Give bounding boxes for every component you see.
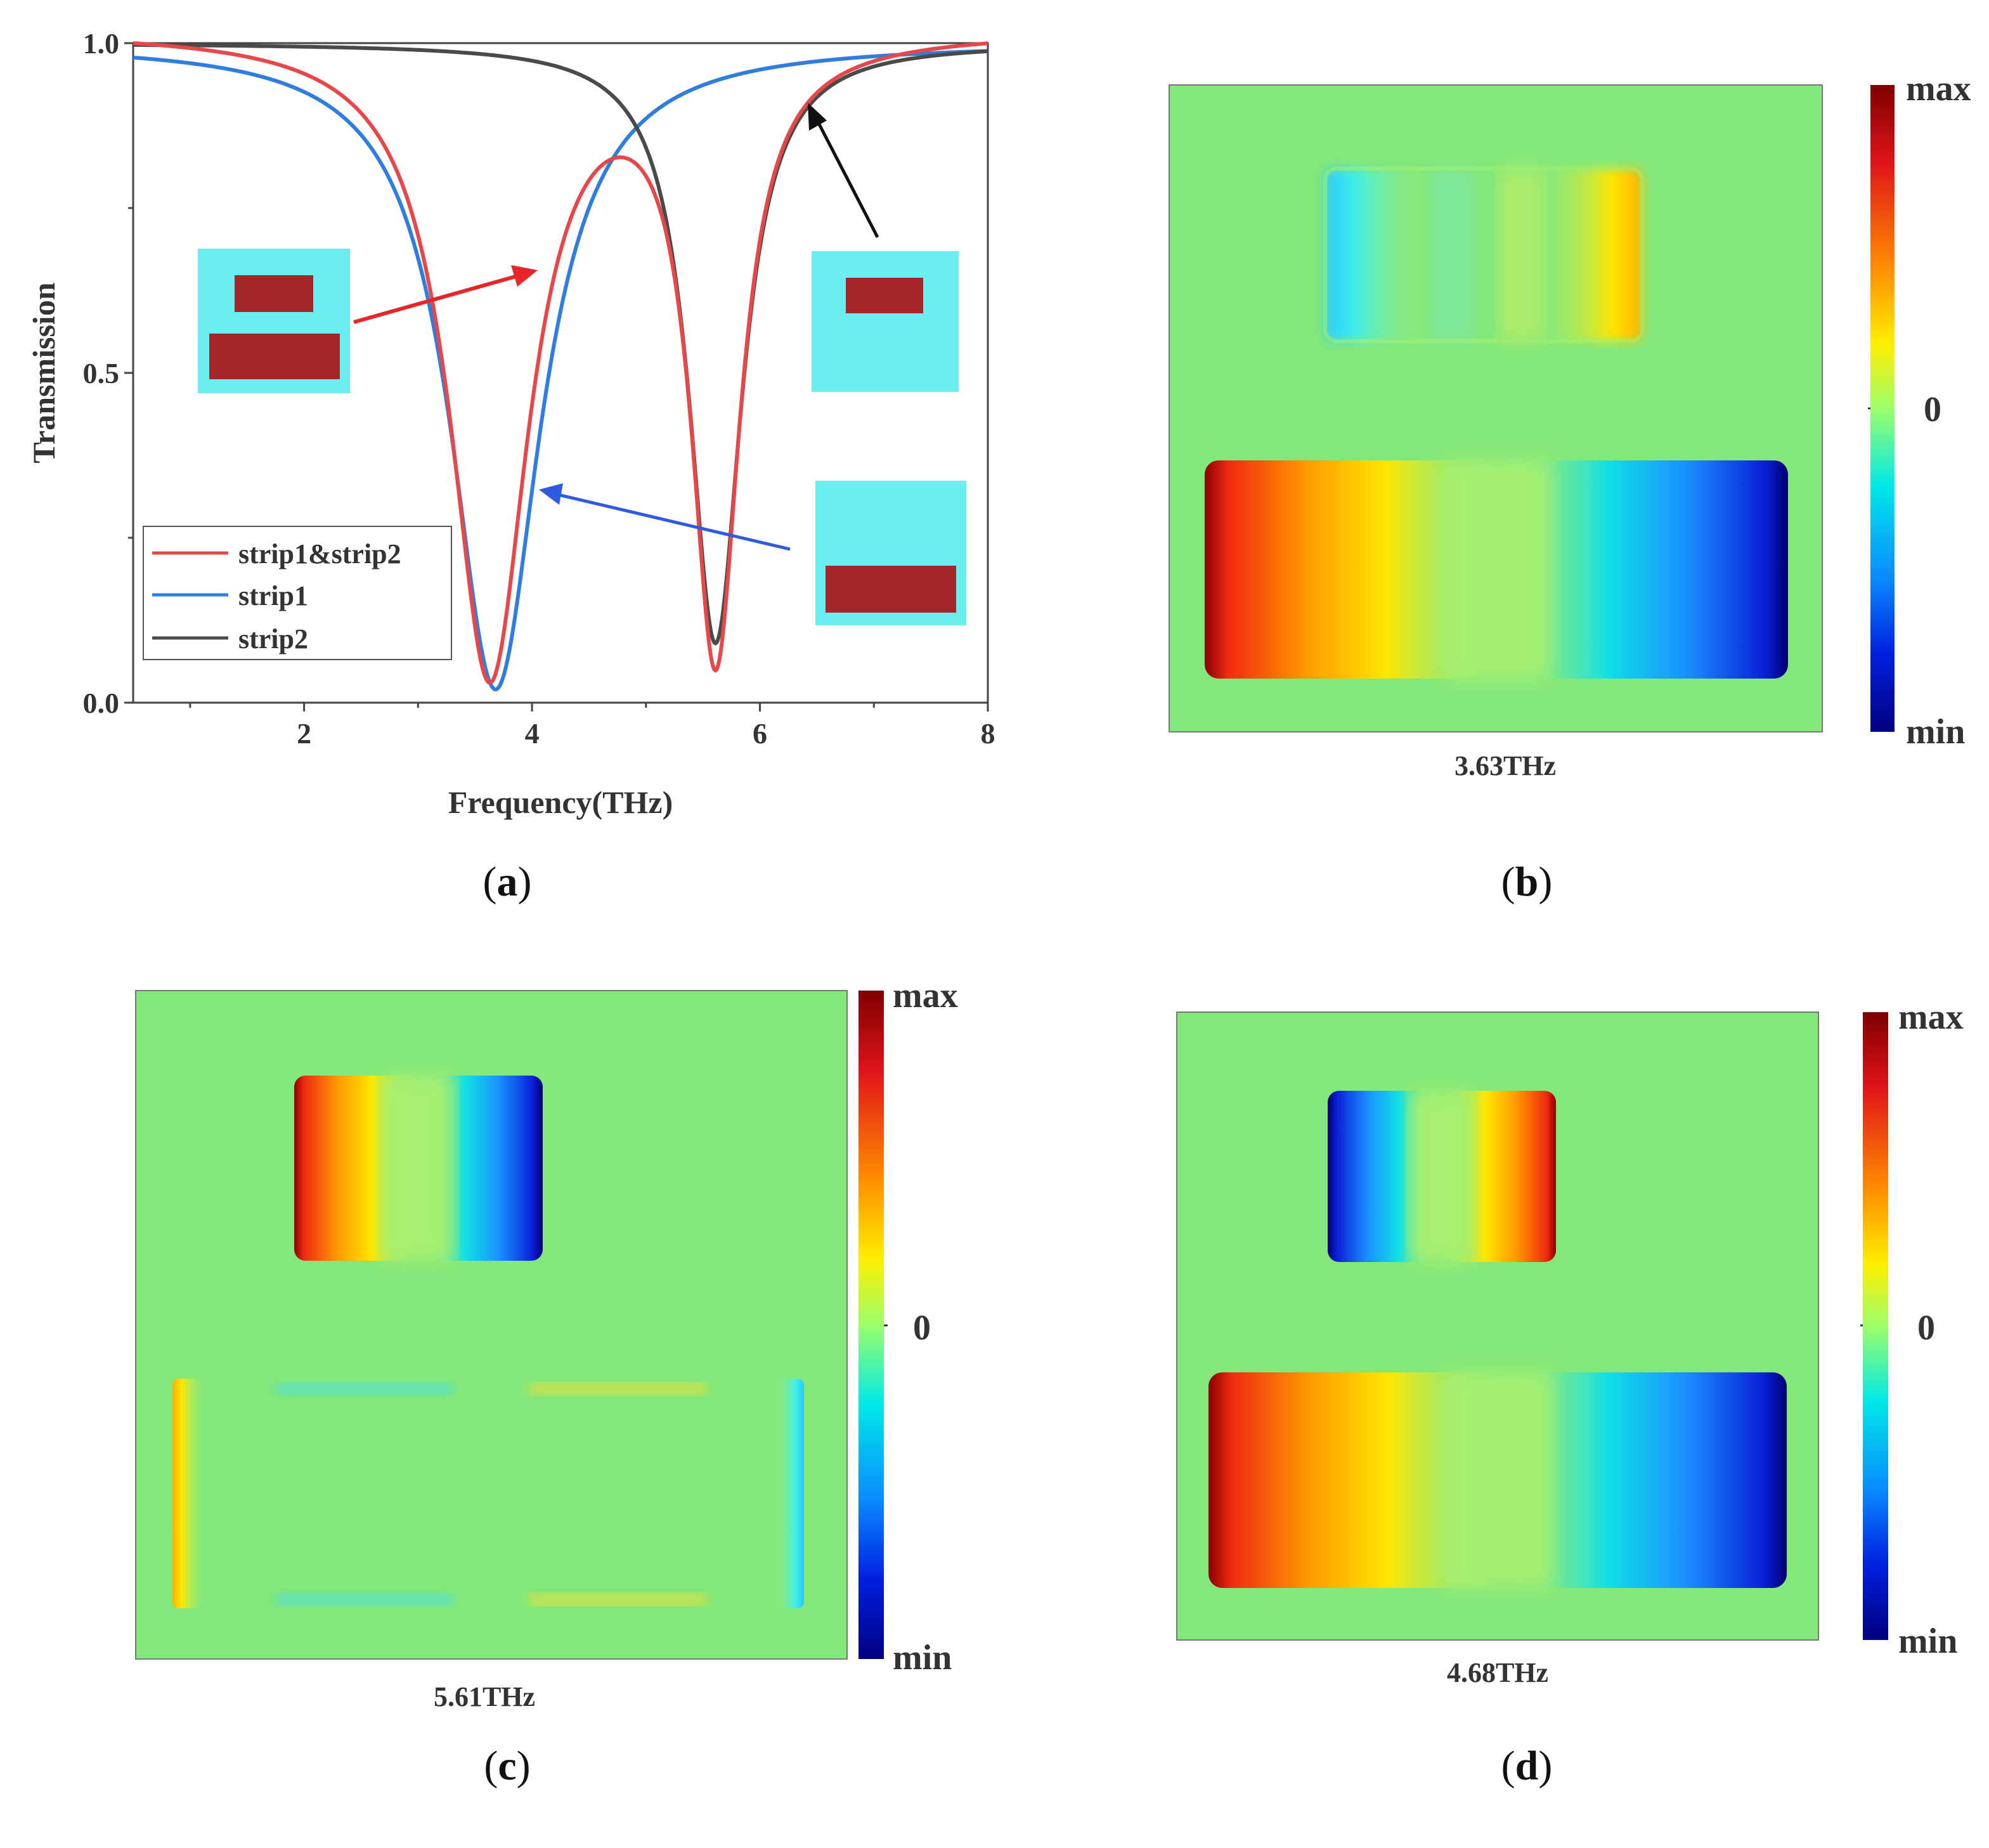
axis-ticks: 2 4 6 8 0.0 0.5 1.0 [83, 27, 995, 750]
legend-label-series-2: strip2 [238, 623, 308, 654]
y-tick-label: 0.0 [83, 687, 120, 719]
y-axis-label: Transmission [26, 282, 62, 463]
x-axis-label: Frequency(THz) [448, 784, 673, 820]
colorbar-d-min: min [1898, 1622, 1957, 1661]
colorbar-c-zero: 0 [913, 1308, 931, 1348]
y-tick-label: 0.5 [83, 357, 120, 389]
colorbar-c-max: max [893, 976, 958, 1015]
legend: strip1&strip2 strip1 strip2 [143, 526, 452, 660]
inset-strip1-strip2 [198, 249, 350, 393]
legend-label-series-1: strip1 [238, 580, 308, 611]
y-tick-label: 1.0 [83, 27, 120, 60]
series-line-1 [133, 49, 988, 692]
colorbar-b-zero: 0 [1924, 390, 1941, 429]
inset-strip2 [812, 251, 959, 392]
inset-strip1 [815, 481, 966, 625]
colorbar-d [1863, 1012, 1888, 1640]
colorbar-d-max: max [1898, 998, 1964, 1037]
panel-a-chart: 2 4 6 8 0.0 0.5 1.0 Frequency(THz) Transmissio… [26, 27, 995, 820]
series-line-0 [133, 41, 988, 685]
freq-label-b: 3.63THz [1454, 750, 1556, 781]
heatmap-d [1177, 1012, 1818, 1640]
caption-c: (c) [484, 1743, 530, 1789]
series-line-2 [133, 42, 988, 646]
freq-label-d: 4.68THz [1447, 1657, 1548, 1688]
x-tick-label: 4 [525, 717, 540, 750]
x-tick-label: 6 [753, 717, 767, 750]
colorbar-c [858, 991, 884, 1659]
caption-a: (a) [483, 859, 532, 905]
colorbar-d-zero: 0 [1917, 1308, 1935, 1348]
panel-d-fieldmap: max 0 min 4.68THz [1176, 998, 1964, 1688]
colorbar-b [1870, 85, 1895, 732]
curves [133, 41, 988, 692]
arrow-black [808, 103, 879, 238]
freq-label-c: 5.61THz [434, 1681, 535, 1712]
colorbar-c-min: min [893, 1638, 952, 1677]
x-tick-label: 8 [981, 717, 995, 750]
arrow-blue [539, 483, 791, 551]
colorbar-b-max: max [1906, 69, 1971, 108]
colorbar-b-min: min [1906, 712, 1965, 752]
x-tick-label: 2 [297, 717, 311, 750]
legend-label-series-0: strip1&strip2 [238, 538, 401, 569]
heatmap-c [136, 991, 847, 1659]
arrow-red [353, 265, 538, 324]
caption-b: (b) [1501, 859, 1553, 905]
panel-c-fieldmap: max 0 min 5.61THz [135, 976, 958, 1712]
heatmap-b [1169, 85, 1822, 732]
panel-b-fieldmap: max 0 min 3.63THz [1169, 69, 1971, 781]
caption-d: (d) [1501, 1743, 1553, 1789]
